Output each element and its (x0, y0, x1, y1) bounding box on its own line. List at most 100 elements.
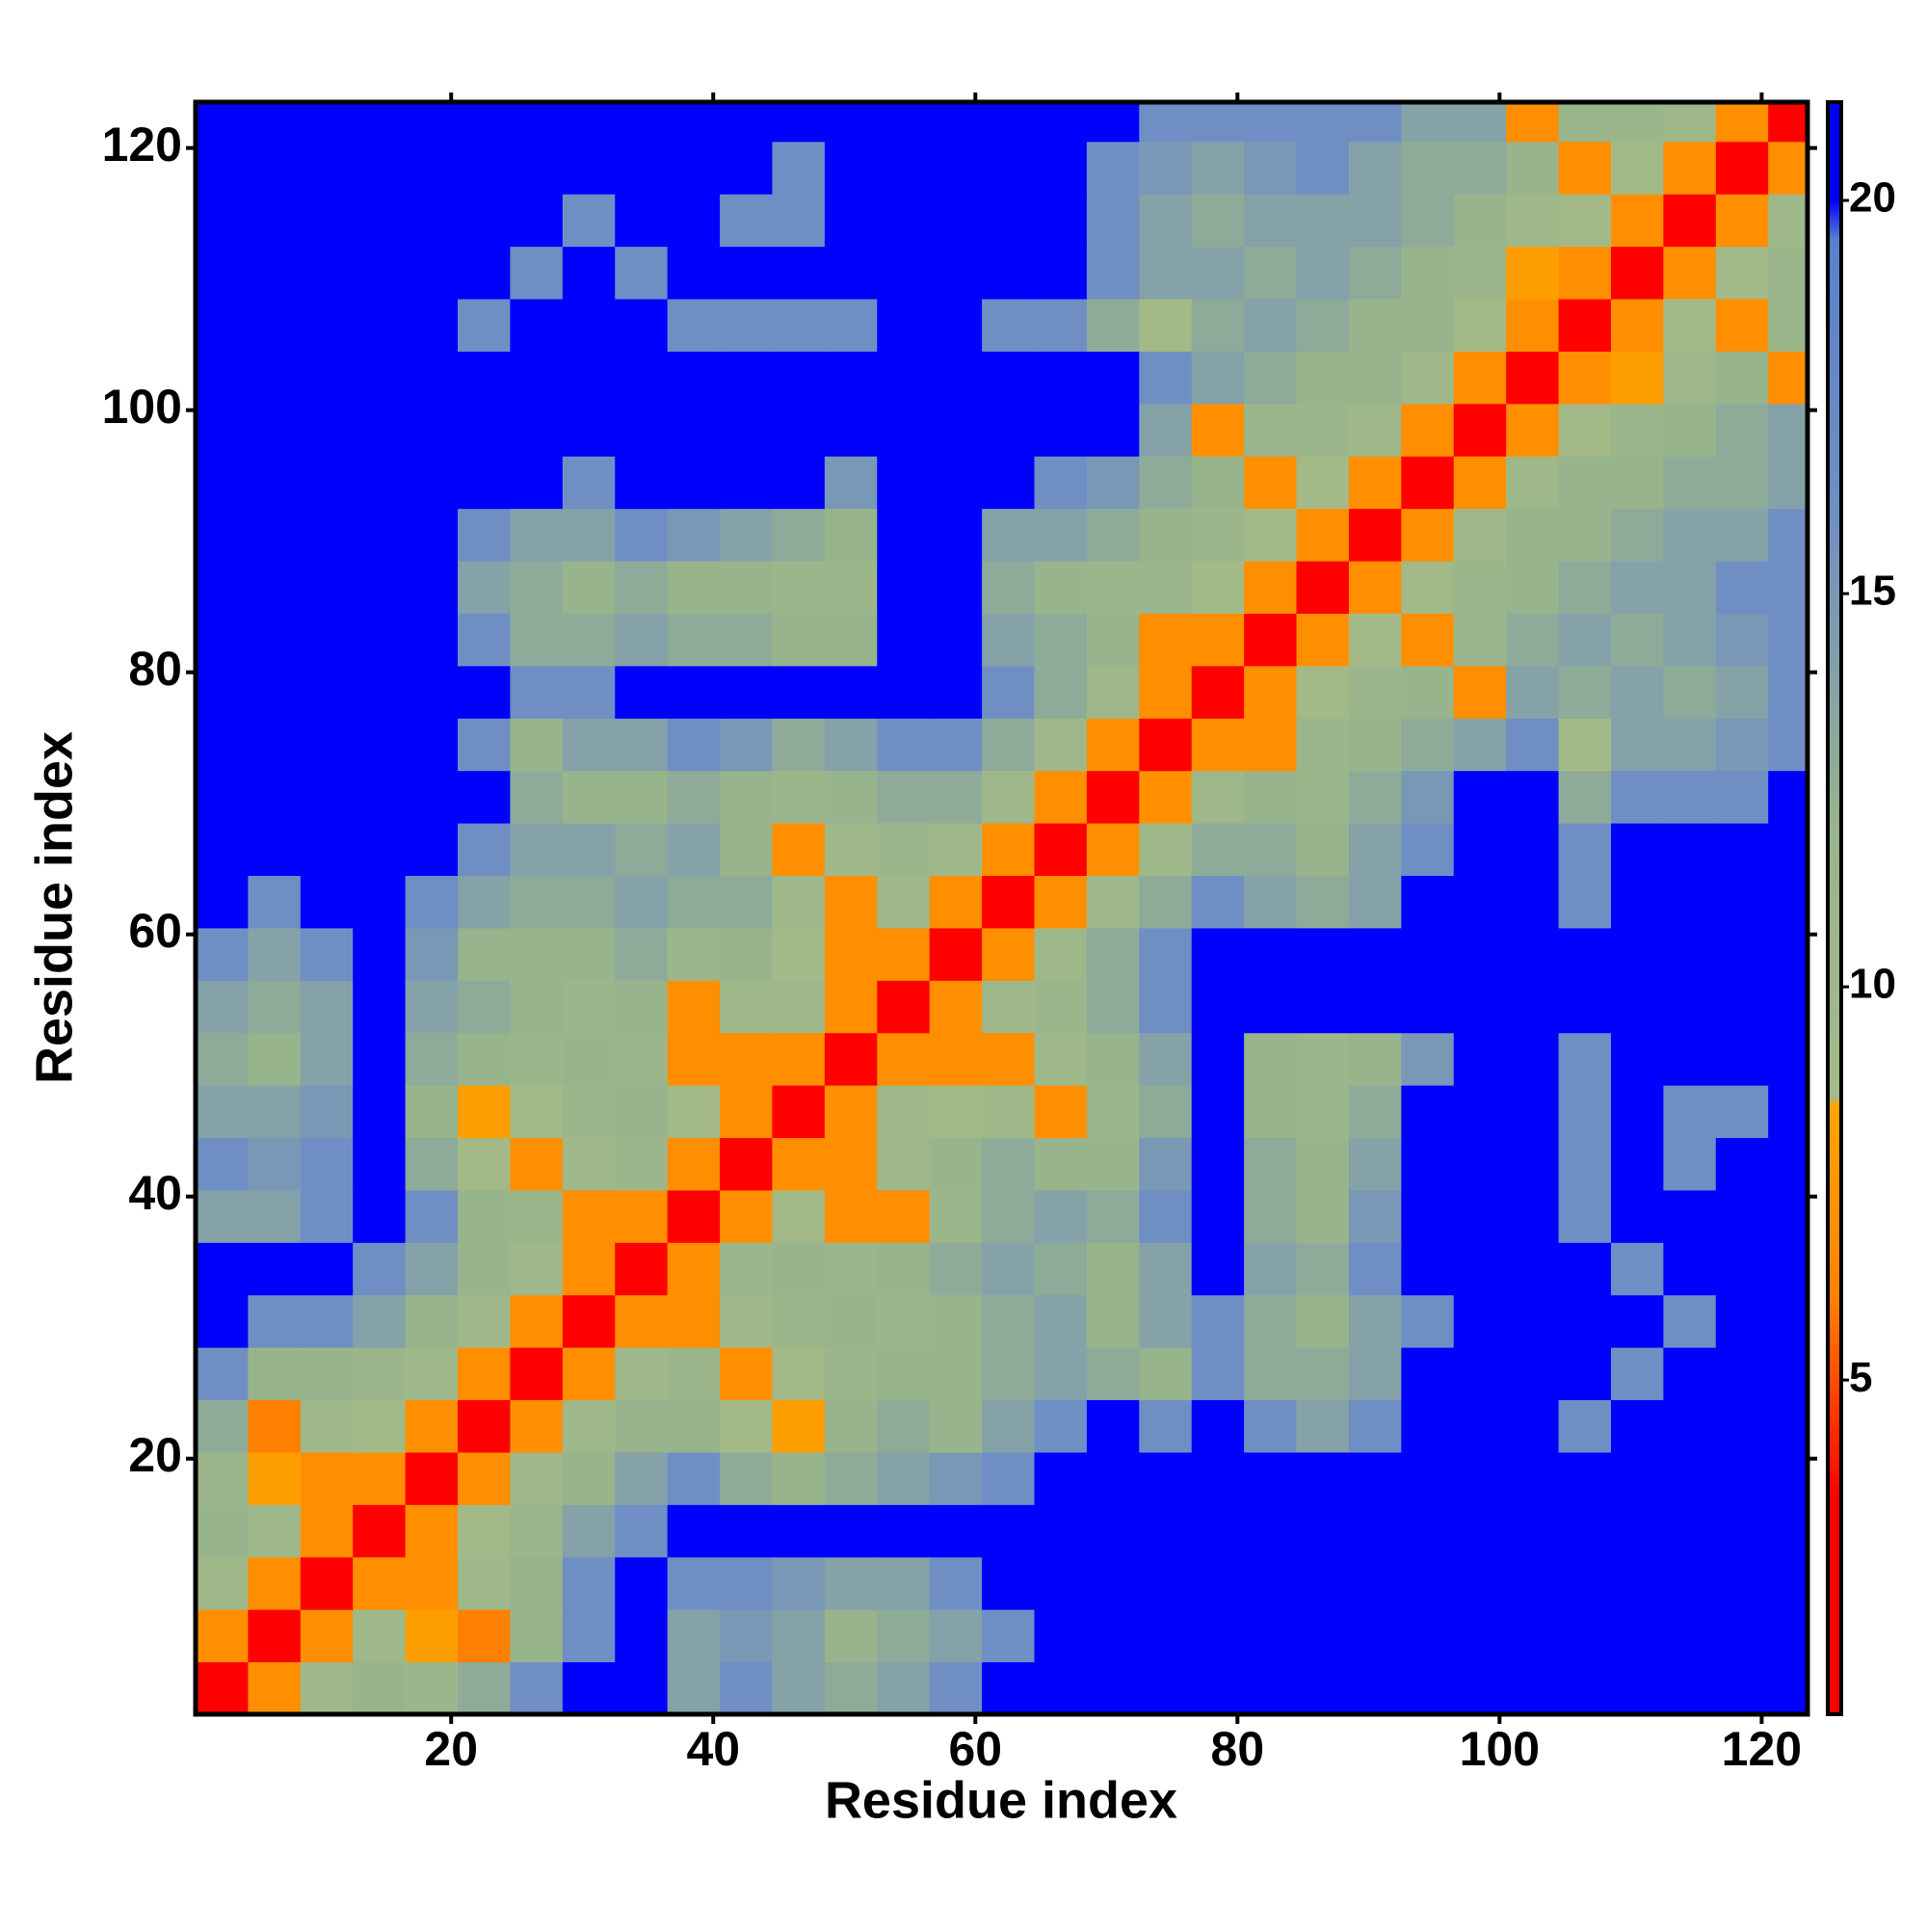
heatmap-cell (1034, 665, 1088, 719)
heatmap-cell (1348, 403, 1402, 457)
heatmap-cell (248, 351, 302, 405)
heatmap-cell (1506, 1137, 1560, 1191)
heatmap-cell (615, 875, 669, 929)
heatmap-cell (1191, 770, 1245, 824)
heatmap-cell (1506, 823, 1560, 876)
heatmap-cell (562, 351, 616, 405)
heatmap-cell (1715, 1399, 1769, 1453)
heatmap-cell (562, 1347, 616, 1401)
heatmap-cell (510, 456, 564, 510)
heatmap-cell (1139, 403, 1193, 457)
heatmap-cell (1034, 1556, 1088, 1610)
heatmap-cell (1244, 141, 1298, 195)
heatmap-cell (1768, 1294, 1808, 1348)
heatmap-cell (196, 456, 249, 510)
heatmap-cell (1715, 351, 1769, 405)
heatmap-cell (300, 508, 354, 562)
heatmap-cell (1034, 1504, 1088, 1558)
heatmap-cell (1453, 980, 1507, 1034)
heatmap-cell (667, 1556, 721, 1610)
heatmap-cell (1034, 403, 1088, 457)
heatmap-cell (562, 1661, 616, 1714)
x-tick-label: 40 (686, 1722, 740, 1776)
heatmap-cell (720, 403, 773, 457)
heatmap-cell (1610, 194, 1664, 248)
heatmap-cell (720, 980, 773, 1034)
heatmap-cell (982, 1399, 1036, 1453)
heatmap-cell (929, 1661, 983, 1714)
heatmap-cell (1715, 718, 1769, 772)
heatmap-cell (1768, 561, 1808, 614)
heatmap-cell (877, 1085, 931, 1139)
heatmap-cell (1768, 665, 1808, 719)
heatmap-cell (1453, 102, 1507, 143)
heatmap-cell (196, 299, 249, 352)
heatmap-cell (1401, 1399, 1455, 1453)
heatmap-cell (615, 1451, 669, 1505)
heatmap-cell (1715, 1137, 1769, 1191)
heatmap-cell (1401, 1294, 1455, 1348)
heatmap-cell (615, 1032, 669, 1086)
heatmap-cell (772, 403, 826, 457)
heatmap-cell (772, 1661, 826, 1714)
heatmap-cell (1191, 1556, 1245, 1610)
heatmap-cell (1401, 403, 1455, 457)
heatmap-cell (248, 1399, 302, 1453)
heatmap-cell (877, 1347, 931, 1401)
heatmap-cell (1086, 561, 1140, 614)
heatmap-cells (196, 102, 1808, 1714)
heatmap-cell (1715, 246, 1769, 300)
heatmap-cell (772, 875, 826, 929)
heatmap-cell (1610, 1661, 1664, 1714)
heatmap-cell (1401, 770, 1455, 824)
heatmap-cell (1348, 927, 1402, 981)
heatmap-cell (1139, 1294, 1193, 1348)
heatmap-cell (562, 1032, 616, 1086)
y-tick-label: 20 (128, 1428, 182, 1482)
heatmap-cell (772, 351, 826, 405)
heatmap-cell (1558, 1242, 1612, 1296)
heatmap-cell (1610, 508, 1664, 562)
heatmap-cell (720, 1504, 773, 1558)
heatmap-cell (1244, 1556, 1298, 1610)
heatmap-cell (196, 1556, 249, 1610)
heatmap-cell (1506, 508, 1560, 562)
heatmap-cell (1086, 665, 1140, 719)
heatmap-cell (1086, 613, 1140, 667)
heatmap-cell (1558, 1399, 1612, 1453)
heatmap-cell (1558, 665, 1612, 719)
heatmap-cell (1768, 770, 1808, 824)
heatmap-cell (1401, 980, 1455, 1034)
heatmap-cell (1191, 351, 1245, 405)
heatmap-cell (615, 1399, 669, 1453)
colorbar (1826, 100, 1843, 1716)
heatmap-cell (1086, 1032, 1140, 1086)
heatmap-cell (1663, 1661, 1717, 1714)
heatmap-cell (1191, 1399, 1245, 1453)
heatmap-cell (510, 194, 564, 248)
heatmap-cell (877, 194, 931, 248)
heatmap-cell (1244, 403, 1298, 457)
heatmap-cell (196, 875, 249, 929)
heatmap-cell (405, 1451, 459, 1505)
heatmap-cell (667, 718, 721, 772)
heatmap-cell (1139, 1451, 1193, 1505)
heatmap-cell (667, 1347, 721, 1401)
heatmap-cell (772, 561, 826, 614)
heatmap-cell (982, 1451, 1036, 1505)
heatmap-cell (1663, 1189, 1717, 1243)
heatmap-cell (353, 1661, 407, 1714)
heatmap-cell (667, 194, 721, 248)
heatmap-cell (353, 823, 407, 876)
heatmap-cell (667, 1242, 721, 1296)
heatmap-cell (300, 1451, 354, 1505)
heatmap-cell (1610, 141, 1664, 195)
heatmap-cell (405, 1347, 459, 1401)
heatmap-cell (405, 613, 459, 667)
heatmap-cell (300, 823, 354, 876)
heatmap-cell (510, 770, 564, 824)
heatmap-cell (929, 194, 983, 248)
heatmap-cell (877, 1661, 931, 1714)
heatmap-cell (1244, 665, 1298, 719)
heatmap-cell (196, 1032, 249, 1086)
